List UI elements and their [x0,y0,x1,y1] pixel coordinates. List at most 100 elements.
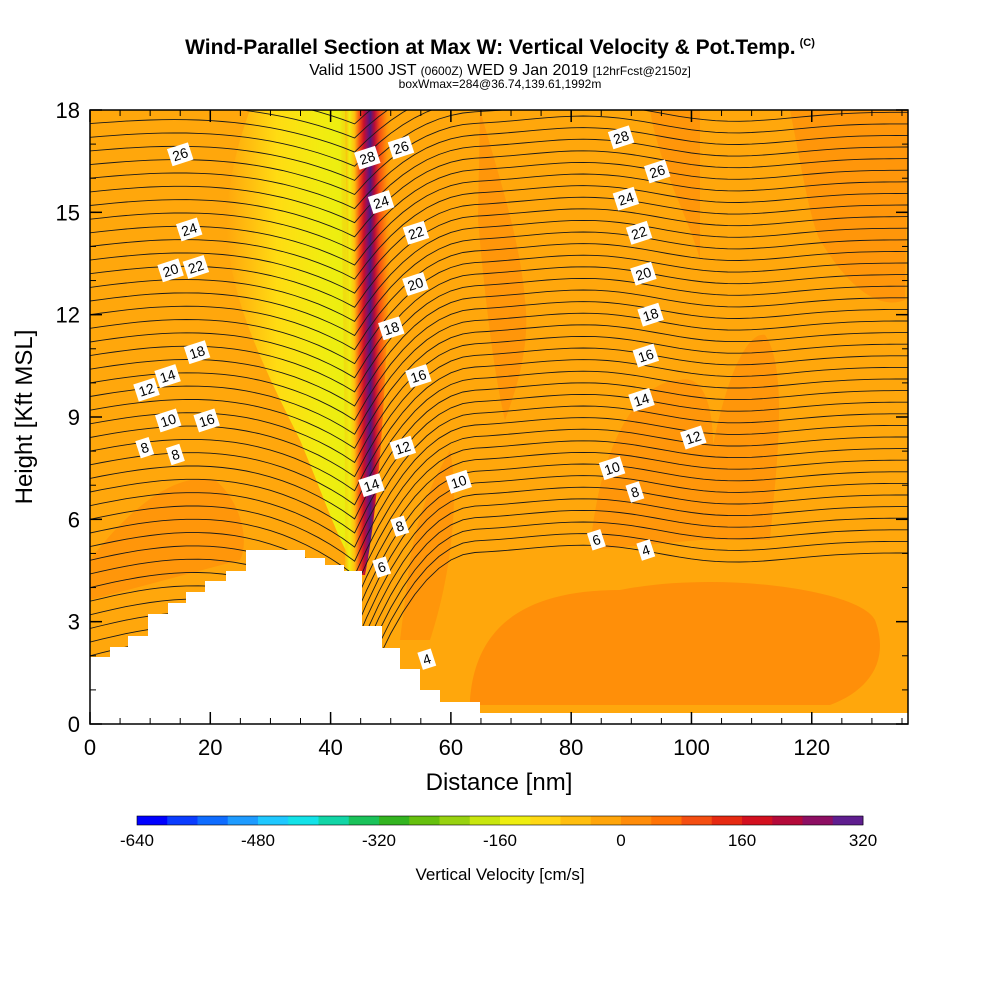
theta-label: 24 [367,190,395,215]
theta-label-box [175,217,203,242]
theta-label-text: 24 [179,219,199,239]
theta-contour-line [90,208,908,308]
theta-contour-line [90,110,408,153]
theta-contour-line [90,393,908,534]
colorbar-tick-label: -320 [362,831,396,850]
theta-label-box [643,159,671,184]
valid-utc: (0600Z) [420,64,463,78]
theta-label: 4 [636,539,656,561]
colorbar-tick-label: -160 [483,831,517,850]
theta-label-text: 18 [187,342,207,362]
theta-contour-line [90,324,908,449]
terrain [90,550,908,724]
theta-label-text: 12 [137,380,157,400]
theta-label-text: 10 [602,458,622,478]
theta-label-box [636,539,656,561]
updraft-region-right-tower [700,334,780,540]
theta-label: 8 [165,443,185,466]
colorbar-segment [167,816,198,825]
theta-contour-line [90,382,908,520]
colorbar-segment [500,816,531,825]
theta-label: 20 [402,272,429,296]
theta-contour-line [90,254,908,365]
chart-title-main: Wind-Parallel Section at Max W: Vertical… [185,36,796,59]
theta-label-text: 14 [158,366,178,386]
theta-contour-line [90,219,908,322]
theta-label: 4 [417,648,437,670]
theta-label-box [133,377,160,402]
theta-contour-line [353,110,356,111]
theta-contour-line [90,266,908,379]
x-tick-label: 20 [198,735,222,760]
x-tick-label: 80 [559,735,583,760]
x-tick-label: 60 [439,735,463,760]
colorbar-tick-label: -640 [120,831,154,850]
colorbar: -640 -480 -320 -160 0 160 320 [120,815,877,850]
theta-label-box [417,648,437,670]
colorbar-segment [772,816,803,825]
theta-label: 12 [133,377,160,402]
x-axis-label: Distance [nm] [426,769,573,796]
theta-label-box [405,364,432,389]
colorbar-segment [560,816,592,825]
theta-label-box [372,556,392,578]
colorbar-segment [621,816,652,825]
theta-label: 28 [607,125,635,150]
theta-label-box [354,145,381,170]
y-tick-label: 12 [56,303,80,328]
theta-contour-line [90,277,908,393]
theta-label: 18 [378,316,405,341]
colorbar-segment [530,816,561,825]
theta-label-text: 16 [409,366,429,386]
theta-label: 16 [632,343,660,368]
theta-label-box [165,443,185,466]
y-tick-label: 9 [68,405,80,430]
copyright-mark: (C) [799,37,815,49]
theta-contour-line [90,138,908,224]
box-info: boxWmax=284@36.74,139.61,1992m [398,77,602,91]
theta-label-text: 10 [449,472,469,492]
theta-label-box [378,316,405,341]
colorbar-segment [802,816,834,825]
colorbar-segment [137,816,168,825]
theta-label-text: 22 [629,223,649,243]
theta-label-box [630,261,657,286]
y-tick-label: 3 [68,610,80,635]
theta-label: 26 [643,159,671,184]
colorbar-segment [832,816,864,825]
theta-label: 10 [598,456,626,481]
theta-label-box [367,190,395,215]
updraft-region-left [90,478,244,600]
theta-label: 14 [628,387,655,412]
theta-label-box [632,343,660,368]
theta-label-text: 20 [634,264,654,284]
theta-label-box [598,456,626,481]
theta-label-box [402,272,429,296]
chart-subtitle: Valid 1500 JST (0600Z) WED 9 Jan 2019 [1… [0,62,1000,80]
theta-label: 8 [135,436,155,459]
theta-label-box [387,135,415,160]
theta-label-text: 24 [616,189,636,209]
theta-label: 22 [402,220,430,245]
theta-label-text: 20 [406,274,426,294]
theta-contour-line [90,451,908,605]
colorbar-segment [711,816,743,825]
theta-label-text: 24 [371,192,391,212]
theta-contour-line [90,335,908,464]
theta-contour-line [90,312,908,435]
theta-label-box [183,340,211,365]
theta-contour-line [90,405,908,548]
colorbar-label: Vertical Velocity [cm/s] [415,865,584,884]
updraft-region-low-right [470,581,880,705]
theta-label-box [680,425,707,450]
theta-label: 20 [157,258,184,283]
chart-title: Wind-Parallel Section at Max W: Vertical… [0,36,1000,60]
theta-label-box [390,515,410,537]
colorbar-tick-label: 320 [849,831,877,850]
theta-label-box [637,302,664,327]
colorbar-segment [258,816,289,825]
theta-label: 24 [175,217,203,242]
updraft-region-low-left [400,450,454,640]
theta-label: 14 [154,364,181,389]
